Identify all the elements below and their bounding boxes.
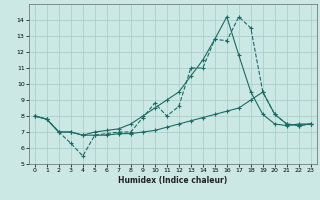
X-axis label: Humidex (Indice chaleur): Humidex (Indice chaleur) xyxy=(118,176,228,185)
